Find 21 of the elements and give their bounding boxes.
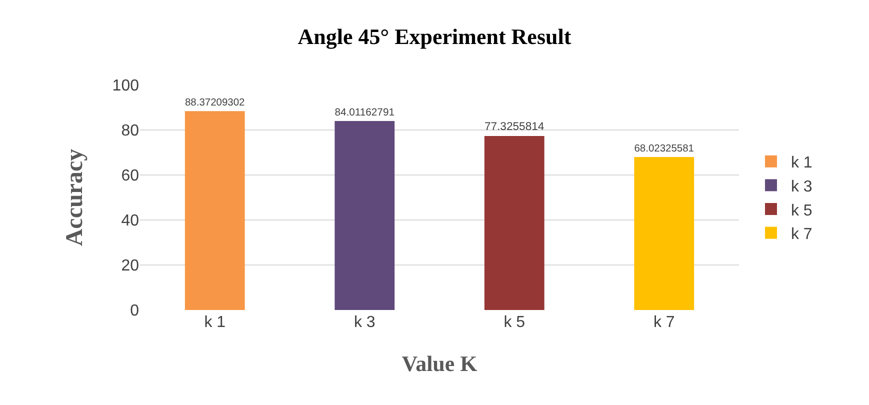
legend-label: k 5 [790, 202, 812, 220]
chart-title: Angle 45° Experiment Result [298, 24, 572, 49]
y-tick-label: 0 [130, 302, 140, 320]
x-tick-label: k 3 [354, 314, 376, 331]
y-tick-label: 40 [121, 212, 140, 230]
y-tick-label: 100 [112, 78, 140, 95]
y-tick-label: 60 [121, 168, 140, 185]
data-label: 84.01162791 [334, 107, 395, 118]
legend-label: k 1 [790, 154, 812, 172]
x-tick-label: k 1 [204, 314, 226, 331]
data-label: 68.02325581 [634, 143, 694, 154]
x-axis-title: Value K [402, 350, 478, 376]
y-tick-label: 20 [121, 258, 140, 275]
x-tick-label: k 5 [504, 314, 526, 331]
data-label: 77.3255814 [484, 121, 544, 134]
y-tick-label: 80 [121, 122, 140, 140]
y-axis-title: Accuracy [62, 148, 88, 246]
legend-label: k 3 [790, 178, 812, 196]
data-label: 88.37209302 [184, 98, 246, 109]
legend-label: k 7 [790, 226, 812, 244]
x-tick-label: k 7 [653, 314, 675, 331]
